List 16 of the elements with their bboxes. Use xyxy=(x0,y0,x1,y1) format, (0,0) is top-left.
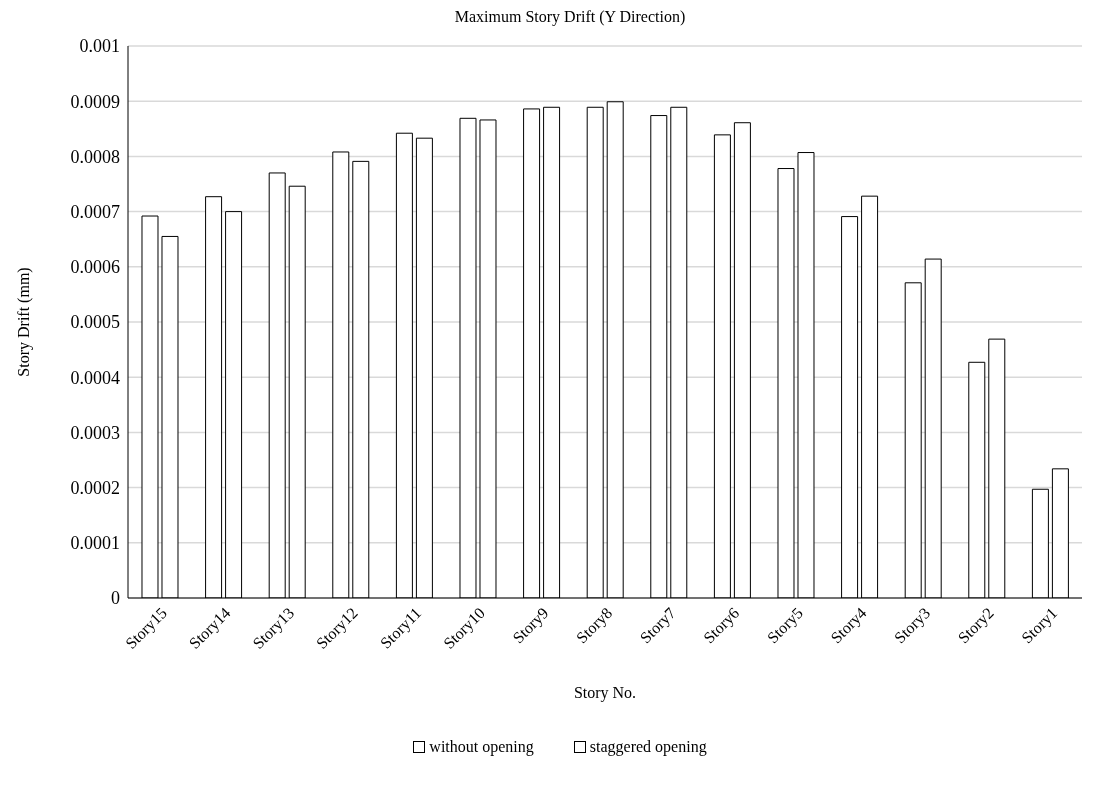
y-tick-label: 0.0002 xyxy=(70,477,120,498)
y-tick-label: 0.001 xyxy=(79,36,120,57)
y-tick-label: 0 xyxy=(111,588,120,609)
chart-title: Maximum Story Drift (Y Direction) xyxy=(453,8,687,26)
y-tick-label: 0.0009 xyxy=(70,91,120,112)
y-axis-title: Story Drift (mm) xyxy=(14,267,33,377)
y-tick-label: 0.0006 xyxy=(70,257,120,278)
y-tick-label: 0.0003 xyxy=(70,422,120,443)
y-tick-label: 0.0008 xyxy=(70,146,120,167)
y-tick-label: 0.0004 xyxy=(70,367,120,388)
y-tick-label: 0.0005 xyxy=(70,312,120,333)
x-axis-title: Story No. xyxy=(573,684,637,702)
y-tick-label: 0.0001 xyxy=(70,533,120,554)
legend-label: without opening xyxy=(429,738,534,756)
legend-label: staggered opening xyxy=(589,738,707,756)
y-tick-label: 0.0007 xyxy=(70,201,120,222)
